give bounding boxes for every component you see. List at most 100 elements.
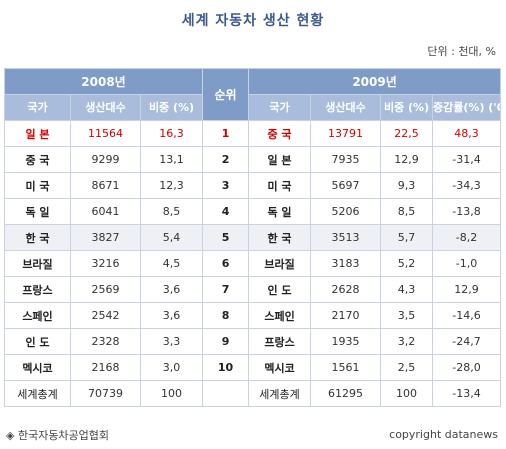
- cell-country-2008: 독 일: [4, 198, 71, 225]
- cell-production-2009: 5206: [310, 198, 382, 225]
- cell-share-2009: 100: [380, 380, 434, 407]
- cell-country-2009: 중 국: [248, 120, 312, 147]
- cell-share-2009: 3,5: [380, 302, 434, 329]
- cell-country-2009: 일 본: [248, 146, 312, 173]
- cell-country-2009: 인 도: [248, 276, 312, 303]
- cell-share-2008: 100: [139, 380, 204, 407]
- copyright-note: copyright datanews: [389, 428, 498, 441]
- cell-production-2008: 6041: [70, 198, 141, 225]
- cell-country-2009: 멕시코: [248, 354, 312, 381]
- cell-share-2009: 3,2: [380, 328, 434, 355]
- cell-rank: 4: [202, 198, 250, 225]
- cell-share-2008: 3,6: [139, 302, 204, 329]
- col-header-production-2008: 생산대수: [70, 94, 141, 121]
- cell-country-2009: 스페인: [248, 302, 312, 329]
- cell-production-2008: 70739: [70, 380, 141, 407]
- cell-share-2009: 12,9: [380, 146, 434, 173]
- cell-country-2009: 한 국: [248, 224, 312, 251]
- table-total-row: 세계총계 70739 100 세계총계 61295 100 -13,4: [4, 380, 502, 407]
- table-row: 브라질 3216 4,5 6 브라질 3183 5,2 -1,0: [4, 250, 502, 277]
- cell-production-2008: 2569: [70, 276, 141, 303]
- cell-rank: 5: [202, 224, 250, 251]
- cell-country-2009: 독 일: [248, 198, 312, 225]
- year-2009-header: 2009년: [248, 68, 502, 95]
- cell-rank: 10: [202, 354, 250, 381]
- cell-growth-2009: -13,4: [432, 380, 502, 407]
- cell-production-2008: 3216: [70, 250, 141, 277]
- cell-growth-2009: -28,0: [432, 354, 502, 381]
- cell-production-2008: 8671: [70, 172, 141, 199]
- cell-production-2008: 2542: [70, 302, 141, 329]
- cell-rank: 9: [202, 328, 250, 355]
- cell-production-2009: 3183: [310, 250, 382, 277]
- cell-country-2008: 프랑스: [4, 276, 71, 303]
- cell-share-2009: 4,3: [380, 276, 434, 303]
- col-header-production-2009: 생산대수: [310, 94, 382, 121]
- table-row: 한 국 3827 5,4 5 한 국 3513 5,7 -8,2: [4, 224, 502, 251]
- cell-growth-2009: 12,9: [432, 276, 502, 303]
- table-row: 멕시코 2168 3,0 10 멕시코 1561 2,5 -28,0: [4, 354, 502, 381]
- cell-share-2009: 8,5: [380, 198, 434, 225]
- table-row: 독 일 6041 8,5 4 독 일 5206 8,5 -13,8: [4, 198, 502, 225]
- cell-production-2009: 1935: [310, 328, 382, 355]
- cell-rank: 8: [202, 302, 250, 329]
- unit-label: 단위 : 천대, %: [427, 45, 496, 58]
- cell-rank: 3: [202, 172, 250, 199]
- cell-rank: 1: [202, 120, 250, 147]
- cell-share-2008: 3,3: [139, 328, 204, 355]
- table-row: 스페인 2542 3,6 8 스페인 2170 3,5 -14,6: [4, 302, 502, 329]
- table-row: 중 국 9299 13,1 2 일 본 7935 12,9 -31,4: [4, 146, 502, 173]
- cell-country-2008: 인 도: [4, 328, 71, 355]
- cell-rank: 6: [202, 250, 250, 277]
- table-row: 미 국 8671 12,3 3 미 국 5697 9,3 -34,3: [4, 172, 502, 199]
- cell-share-2008: 4,5: [139, 250, 204, 277]
- rank-header: 순위: [202, 68, 250, 121]
- col-header-share-2009: 비중 (%): [380, 94, 434, 121]
- cell-country-2008: 스페인: [4, 302, 71, 329]
- cell-growth-2009: 48,3: [432, 120, 502, 147]
- production-table: 2008년 순위 2009년 국가 생산대수 비중 (%) 국가 생산대수 비중…: [3, 68, 502, 407]
- table-row: 인 도 2328 3,3 9 프랑스 1935 3,2 -24,7: [4, 328, 502, 355]
- cell-growth-2009: -34,3: [432, 172, 502, 199]
- cell-share-2008: 16,3: [139, 120, 204, 147]
- cell-growth-2009: -14,6: [432, 302, 502, 329]
- cell-rank: [202, 380, 250, 407]
- cell-growth-2009: -8,2: [432, 224, 502, 251]
- year-2008-header: 2008년: [3, 68, 204, 95]
- cell-country-2009: 미 국: [248, 172, 312, 199]
- cell-production-2009: 1561: [310, 354, 382, 381]
- cell-production-2009: 3513: [310, 224, 382, 251]
- cell-country-2009: 프랑스: [248, 328, 312, 355]
- cell-rank: 7: [202, 276, 250, 303]
- cell-country-2008: 멕시코: [4, 354, 71, 381]
- cell-production-2008: 11564: [70, 120, 141, 147]
- cell-country-2008: 브라질: [4, 250, 71, 277]
- cell-share-2009: 2,5: [380, 354, 434, 381]
- cell-country-2008: 세계총계: [4, 380, 71, 407]
- col-header-country-2008: 국가: [4, 94, 71, 121]
- cell-country-2009: 브라질: [248, 250, 312, 277]
- cell-country-2008: 중 국: [4, 146, 71, 173]
- cell-growth-2009: -24,7: [432, 328, 502, 355]
- cell-share-2009: 5,2: [380, 250, 434, 277]
- cell-growth-2009: -31,4: [432, 146, 502, 173]
- source-note: ◈ 한국자동차공업협회: [6, 429, 110, 442]
- cell-production-2008: 2168: [70, 354, 141, 381]
- cell-country-2008: 한 국: [4, 224, 71, 251]
- cell-production-2009: 7935: [310, 146, 382, 173]
- col-header-country-2009: 국가: [248, 94, 312, 121]
- chart-title: 세계 자동차 생산 현황: [181, 13, 325, 29]
- cell-share-2008: 13,1: [139, 146, 204, 173]
- cell-rank: 2: [202, 146, 250, 173]
- cell-share-2008: 5,4: [139, 224, 204, 251]
- cell-share-2008: 3,0: [139, 354, 204, 381]
- cell-production-2008: 9299: [70, 146, 141, 173]
- cell-share-2008: 12,3: [139, 172, 204, 199]
- table-row: 프랑스 2569 3,6 7 인 도 2628 4,3 12,9: [4, 276, 502, 303]
- cell-growth-2009: -13,8: [432, 198, 502, 225]
- cell-production-2009: 2170: [310, 302, 382, 329]
- cell-share-2009: 22,5: [380, 120, 434, 147]
- cell-production-2009: 13791: [310, 120, 382, 147]
- cell-country-2008: 일 본: [4, 120, 71, 147]
- cell-share-2008: 8,5: [139, 198, 204, 225]
